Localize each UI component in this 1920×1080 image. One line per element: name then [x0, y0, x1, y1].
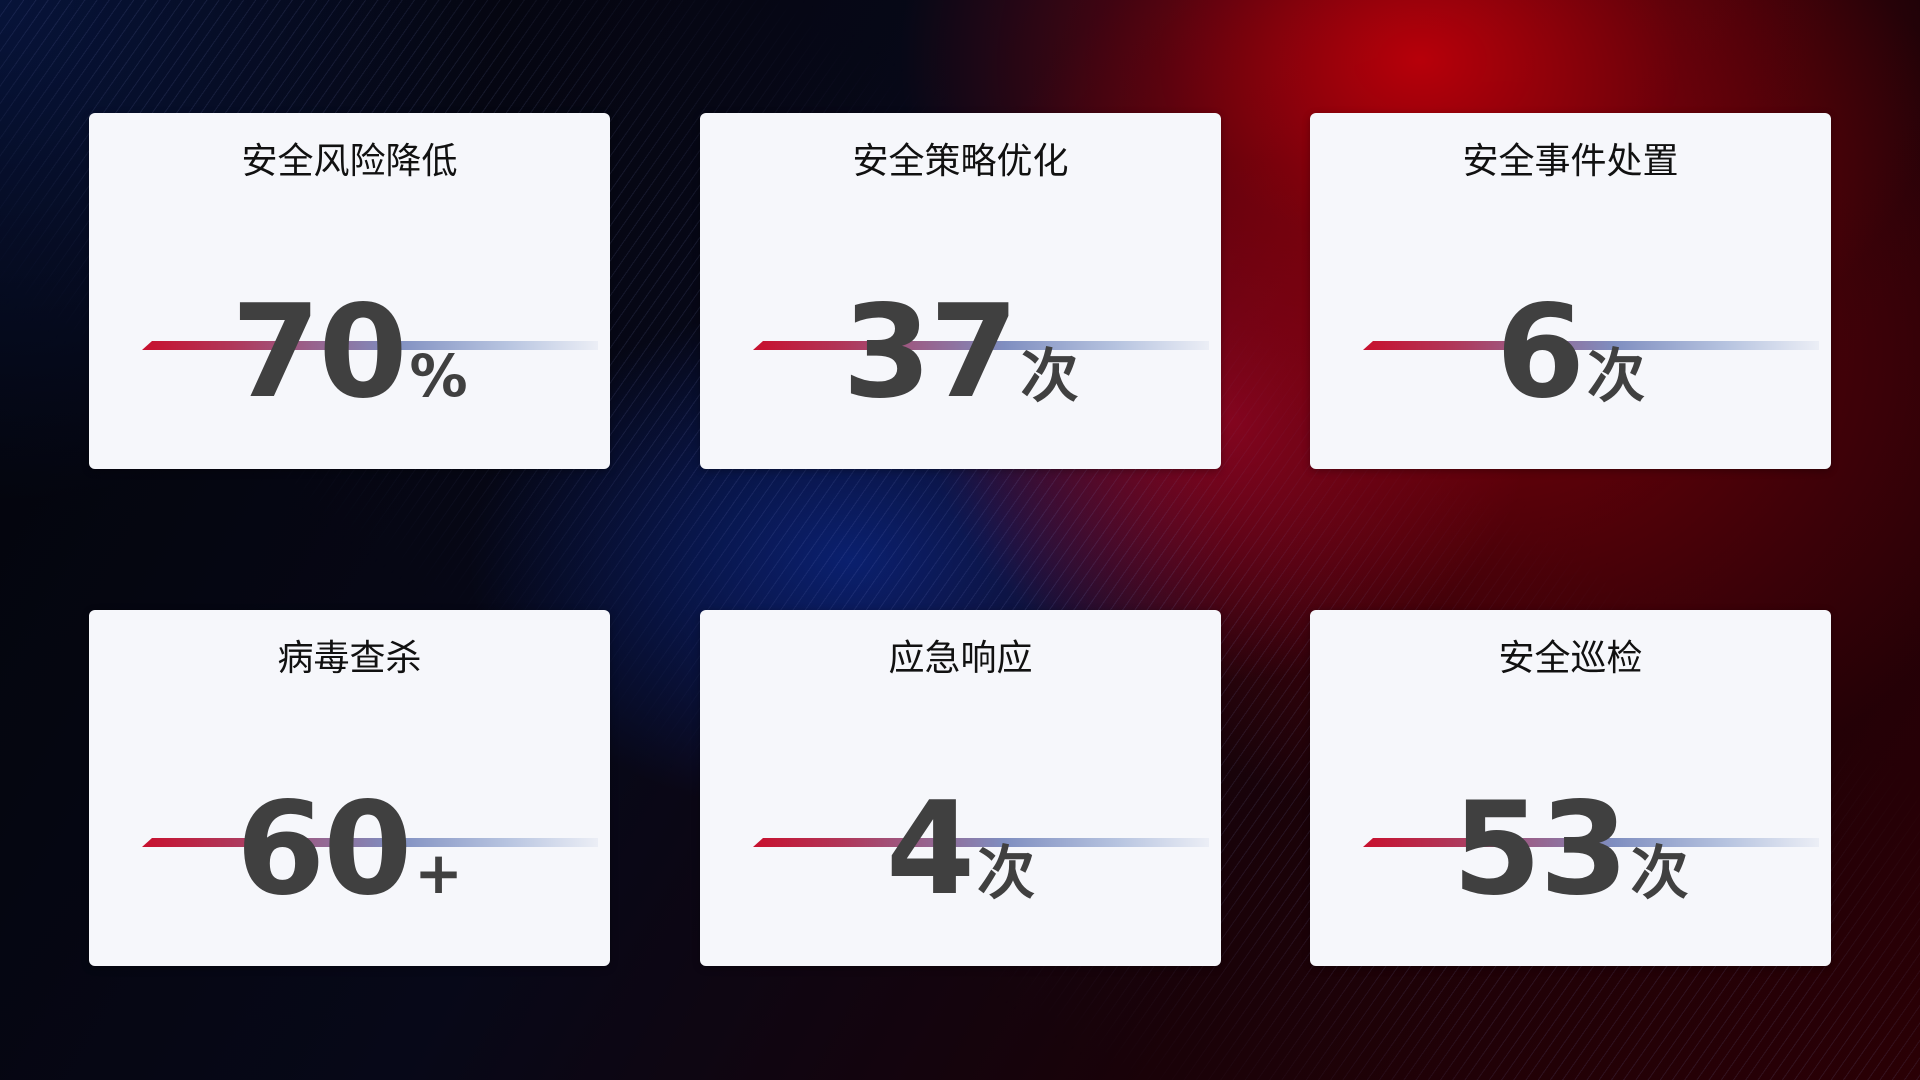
gradient-divider	[1363, 838, 1819, 847]
card-title: 病毒查杀	[277, 638, 422, 679]
card-title: 安全风险降低	[241, 141, 458, 182]
stat-card: 安全事件处置 6次	[1310, 113, 1831, 469]
stat-card: 安全策略优化 37次	[700, 113, 1221, 469]
gradient-divider	[753, 838, 1209, 847]
card-title: 安全巡检	[1498, 638, 1643, 679]
card-title: 安全策略优化	[852, 141, 1069, 182]
card-value: 70%	[89, 278, 610, 427]
value-unit: +	[414, 839, 463, 907]
card-title: 安全事件处置	[1462, 141, 1679, 182]
stat-card: 安全风险降低 70%	[89, 113, 610, 469]
gradient-divider	[753, 341, 1209, 350]
value-unit: %	[409, 342, 468, 410]
card-value: 60+	[89, 775, 610, 924]
value-number: 6	[1495, 278, 1585, 427]
value-unit: 次	[1630, 839, 1689, 907]
card-value: 6次	[1310, 278, 1831, 427]
value-number: 4	[885, 775, 975, 924]
value-number: 70	[231, 278, 407, 427]
value-unit: 次	[1587, 342, 1646, 410]
value-unit: 次	[977, 839, 1036, 907]
gradient-divider	[142, 341, 598, 350]
value-number: 60	[236, 775, 412, 924]
card-value: 53次	[1310, 775, 1831, 924]
card-title: 应急响应	[888, 638, 1033, 679]
stat-card: 病毒查杀 60+	[89, 610, 610, 966]
card-value: 37次	[700, 278, 1221, 427]
value-number: 53	[1452, 775, 1628, 924]
stat-card: 安全巡检 53次	[1310, 610, 1831, 966]
value-unit: 次	[1020, 342, 1079, 410]
card-value: 4次	[700, 775, 1221, 924]
gradient-divider	[142, 838, 598, 847]
stat-card: 应急响应 4次	[700, 610, 1221, 966]
value-number: 37	[842, 278, 1018, 427]
gradient-divider	[1363, 341, 1819, 350]
